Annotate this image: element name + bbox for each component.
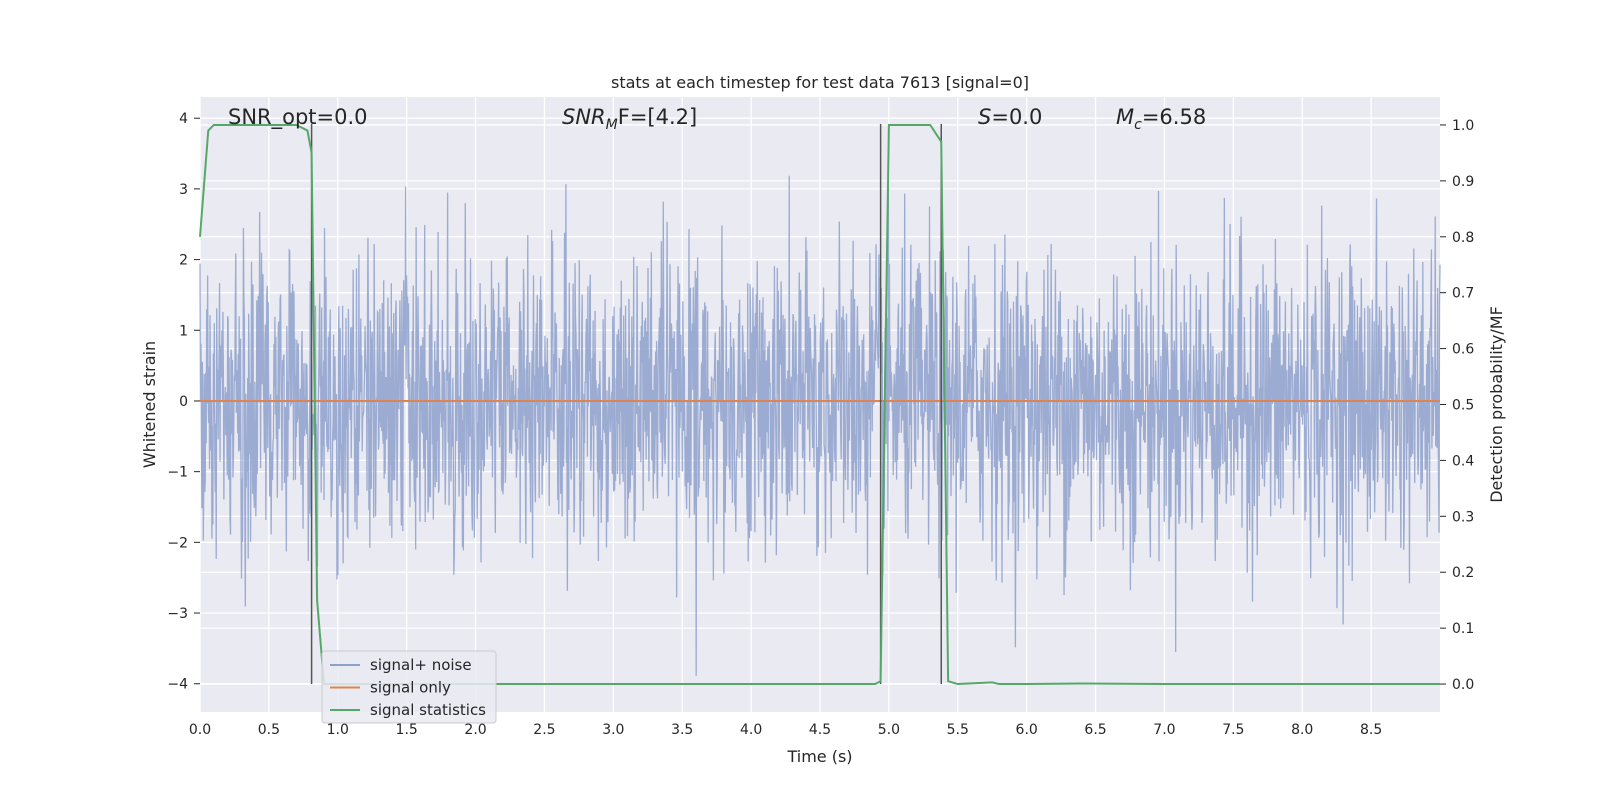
signal-statistics-line bbox=[199, 123, 1440, 686]
annotation-snr-mf: SNRMF=[4.2] bbox=[562, 105, 697, 133]
x-tick-label: 2.5 bbox=[533, 722, 555, 738]
x-tick-label: 1.5 bbox=[396, 722, 418, 738]
y-tick-label: 2 bbox=[179, 253, 188, 269]
snr-mf-sub: M bbox=[606, 117, 618, 133]
y-tick-label: 1 bbox=[179, 323, 188, 339]
x-tick-label: 7.5 bbox=[1222, 722, 1244, 738]
y-tick-label: 0 bbox=[179, 394, 188, 410]
x-tick-label: 8.0 bbox=[1291, 722, 1313, 738]
y-tick-label: −4 bbox=[167, 677, 188, 693]
x-tick-label: 8.5 bbox=[1360, 722, 1382, 738]
x-tick-label: 0.5 bbox=[258, 722, 280, 738]
legend-label-signal-statistics: signal statistics bbox=[370, 701, 486, 719]
y2-tick-label: 0.7 bbox=[1452, 286, 1474, 302]
x-tick-label: 3.0 bbox=[602, 722, 624, 738]
annotation-s: S=0.0 bbox=[978, 105, 1042, 129]
y2-tick-label: 0.6 bbox=[1452, 342, 1474, 358]
y-tick-label: −2 bbox=[167, 535, 188, 551]
y-tick-label: 4 bbox=[179, 111, 188, 127]
x-tick-label: 6.5 bbox=[1084, 722, 1106, 738]
snr-mf-base: SNR bbox=[562, 105, 606, 129]
y-tick-label: −1 bbox=[167, 465, 188, 481]
legend-label-signal-noise: signal+ noise bbox=[370, 656, 472, 674]
signal-noise-line bbox=[199, 175, 1441, 676]
x-axis-label: Time (s) bbox=[786, 747, 852, 766]
y-tick-label: 3 bbox=[179, 182, 188, 198]
mc-rest: =6.58 bbox=[1142, 105, 1206, 129]
y2-tick-label: 0.2 bbox=[1452, 565, 1474, 581]
s-var: S bbox=[978, 105, 991, 129]
x-tick-label: 7.0 bbox=[1153, 722, 1175, 738]
x-tick-label: 5.5 bbox=[947, 722, 969, 738]
x-tick-label: 5.0 bbox=[878, 722, 900, 738]
y-ticks: 4 3 2 1 0 −1 −2 −3 −4 bbox=[167, 111, 200, 693]
x-tick-label: 1.0 bbox=[327, 722, 349, 738]
x-tick-label: 4.0 bbox=[740, 722, 762, 738]
x-tick-label: 3.5 bbox=[671, 722, 693, 738]
x-tick-label: 6.0 bbox=[1016, 722, 1038, 738]
legend: signal+ noise signal only signal statist… bbox=[321, 650, 497, 724]
y2-axis-label: Detection probability/MF bbox=[1487, 306, 1506, 503]
y2-tick-label: 0.1 bbox=[1452, 621, 1474, 637]
signal-noise-series bbox=[199, 175, 1441, 676]
x-tick-label: 4.5 bbox=[809, 722, 831, 738]
legend-box bbox=[321, 650, 497, 724]
y-axis-label: Whitened strain bbox=[140, 341, 159, 468]
mc-base: M bbox=[1116, 105, 1134, 129]
x-ticks: 0.0 0.5 1.0 1.5 2.0 2.5 3.0 3.5 4.0 4.5 5.0 5.5 6.0 6… bbox=[189, 722, 1382, 738]
snr-mf-rest: F=[4.2] bbox=[618, 105, 697, 129]
annotation-snr-opt: SNR_opt=0.0 bbox=[228, 105, 368, 130]
y2-tick-label: 0.3 bbox=[1452, 509, 1474, 525]
x-tick-label: 0.0 bbox=[189, 722, 211, 738]
s-rest: =0.0 bbox=[991, 105, 1042, 129]
y2-tick-label: 0.9 bbox=[1452, 174, 1474, 190]
y2-tick-label: 0.4 bbox=[1452, 453, 1474, 469]
y2-tick-label: 0.5 bbox=[1452, 398, 1474, 414]
mc-sub: c bbox=[1134, 117, 1142, 133]
y2-tick-label: 1.0 bbox=[1452, 118, 1474, 134]
y-tick-label: −3 bbox=[167, 606, 188, 622]
y2-tick-label: 0.0 bbox=[1452, 677, 1474, 693]
y2-ticks: 1.0 0.9 0.8 0.7 0.6 0.5 0.4 0.3 0.2 0.1 0.0 bbox=[1440, 118, 1474, 693]
x-tick-label: 2.0 bbox=[464, 722, 486, 738]
chart-title: stats at each timestep for test data 761… bbox=[611, 73, 1029, 92]
annotation-mc: Mc=6.58 bbox=[1116, 105, 1206, 133]
legend-label-signal-only: signal only bbox=[370, 679, 451, 697]
y2-tick-label: 0.8 bbox=[1452, 230, 1474, 246]
